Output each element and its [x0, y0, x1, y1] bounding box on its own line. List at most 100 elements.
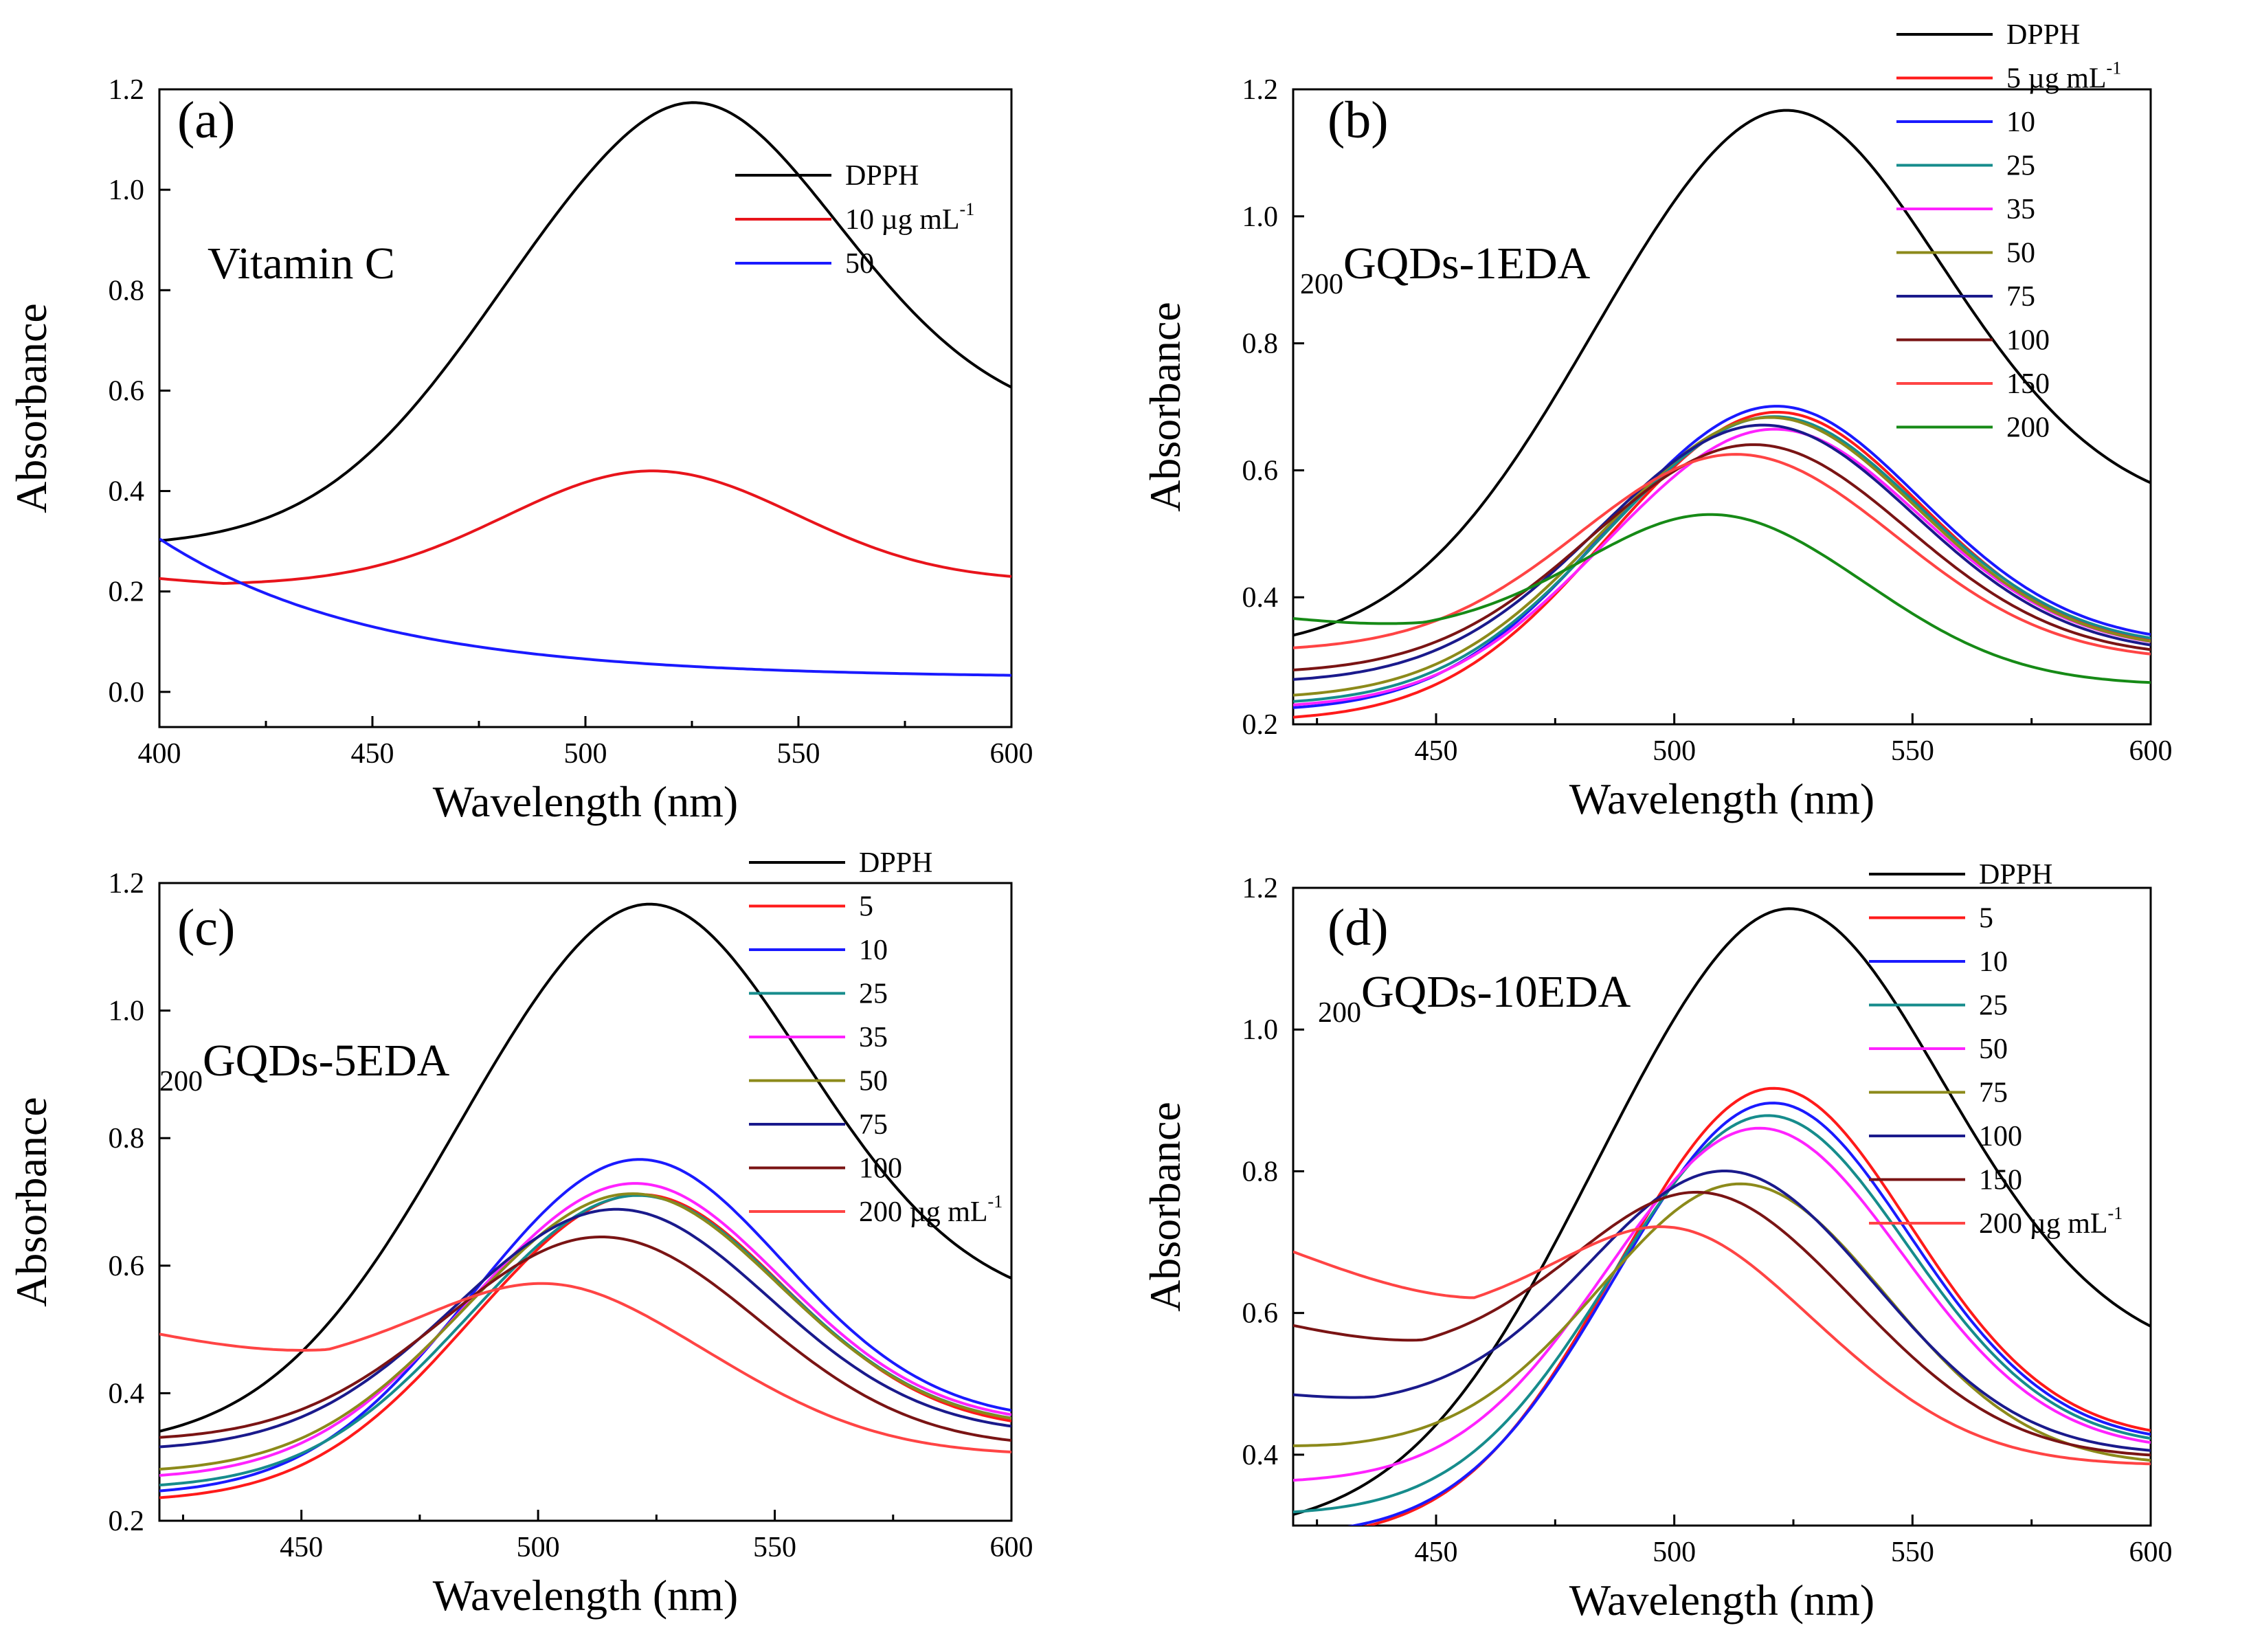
- x-tick-label: 500: [1653, 1537, 1696, 1568]
- y-tick-label: 0.4: [1242, 582, 1279, 614]
- panel-annotation: Vitamin C: [208, 238, 395, 289]
- series-line: [159, 1192, 1011, 1471]
- x-axis-title: Wavelength (nm): [1569, 774, 1874, 823]
- legend-entry: 200 µg mL-1: [1979, 1203, 2123, 1240]
- legend-entry: 50: [845, 248, 874, 280]
- legend-entry: 100: [2006, 325, 2050, 357]
- y-axis-title: Absorbance: [7, 303, 56, 513]
- x-tick-label: 450: [1415, 1537, 1458, 1568]
- x-tick-label: 500: [517, 1532, 560, 1563]
- x-tick-label: 450: [1415, 735, 1458, 767]
- series-line: [1293, 1190, 2151, 1457]
- y-tick-label: 1.2: [1242, 74, 1279, 106]
- legend-entry: 25: [1979, 990, 2008, 1022]
- legend-entry: 5: [859, 891, 873, 923]
- y-tick-label: 1.0: [1242, 201, 1279, 233]
- legend-unit-exponent: -1: [988, 1192, 1003, 1212]
- series-line: [159, 537, 1011, 677]
- series-line: [1293, 405, 2151, 709]
- legend-unit-exponent: -1: [2107, 58, 2122, 78]
- series-line: [159, 1282, 1011, 1453]
- legend-entry: 200: [2006, 412, 2050, 444]
- y-tick-label: 0.4: [109, 1378, 145, 1409]
- x-tick-label: 400: [138, 738, 181, 770]
- legend-unit: µg mL: [882, 204, 960, 236]
- panel-b: 450 500 550 600 0.2 0.4 0.6 0.8 1.0 1.2 Wavelength…: [1141, 19, 2173, 823]
- y-tick-label: 0.8: [109, 1123, 145, 1154]
- legend-entry: 10: [859, 935, 888, 966]
- x-tick-label: 550: [753, 1532, 796, 1563]
- series-line: [1293, 1225, 2151, 1466]
- series-line: [1293, 513, 2151, 684]
- annotation-subscript: 200: [1300, 269, 1343, 300]
- y-tick-label: 1.2: [109, 74, 145, 106]
- legend-entry: DPPH: [845, 160, 919, 192]
- legend-entry: 150: [2006, 368, 2050, 400]
- series-line: [1293, 1182, 2151, 1462]
- y-tick-label: 1.0: [1242, 1014, 1279, 1046]
- legend-unit: µg mL: [910, 1196, 988, 1228]
- series-line: [159, 101, 1011, 542]
- panel-a: 400 450 500 550 600 0.0 0.2 0.4 0.6 0.8 1.0 1.2 Wave…: [7, 74, 1033, 826]
- series-line: [159, 1193, 1011, 1499]
- annotation-main: GQDs-1EDA: [1343, 238, 1591, 289]
- legend-unit: µg mL: [2030, 1208, 2108, 1240]
- annotation-subscript: 200: [159, 1066, 203, 1097]
- x-tick-label: 550: [777, 738, 820, 770]
- y-tick-label: 0.6: [109, 375, 145, 407]
- series-line: [1293, 427, 2151, 706]
- y-tick-label: 0.8: [1242, 328, 1279, 360]
- legend-entry: 35: [2006, 194, 2035, 225]
- y-tick-label: 0.6: [1242, 1298, 1279, 1330]
- series-line: [1293, 907, 2151, 1516]
- legend-entry: 25: [2006, 150, 2035, 182]
- y-tick-label: 1.0: [109, 175, 145, 206]
- panel-tag: (a): [177, 91, 235, 149]
- x-tick-label: 500: [564, 738, 607, 770]
- x-axis-title: Wavelength (nm): [433, 1571, 738, 1620]
- series-line: [1293, 1114, 2151, 1514]
- y-tick-label: 0.4: [109, 476, 145, 508]
- y-tick-label: 0.8: [109, 275, 145, 306]
- series-line: [1293, 109, 2151, 637]
- legend-entry: 50: [859, 1066, 888, 1097]
- x-tick-label: 600: [990, 1532, 1033, 1563]
- panel-annotation: 200GQDs-10EDA: [1318, 967, 1631, 1029]
- series-line: [1293, 423, 2151, 681]
- legend-entry: 25: [859, 979, 888, 1010]
- series-line: [159, 1236, 1011, 1442]
- legend-entry: 50: [1979, 1034, 2008, 1065]
- plot-frame: [1292, 886, 2152, 1527]
- x-tick-label: 450: [351, 738, 394, 770]
- y-tick-label: 1.2: [109, 868, 145, 900]
- y-tick-label: 1.0: [109, 996, 145, 1027]
- series-line: [1293, 415, 2151, 703]
- plot-frame: [1292, 88, 2152, 726]
- series-line: [159, 902, 1011, 1433]
- x-axis-title: Wavelength (nm): [433, 777, 738, 826]
- y-tick-label: 1.2: [1242, 873, 1279, 904]
- y-axis-title: Absorbance: [1141, 1102, 1189, 1312]
- series-line: [159, 1182, 1011, 1477]
- legend-entry: DPPH: [1979, 859, 2052, 891]
- panel-tag: (c): [177, 899, 235, 957]
- x-tick-label: 600: [2129, 1537, 2173, 1568]
- y-tick-label: 0.2: [109, 577, 145, 608]
- series-line: [159, 1207, 1011, 1449]
- x-tick-label: 600: [990, 738, 1033, 770]
- series-line: [1347, 1102, 2151, 1526]
- legend-unit-exponent: -1: [2108, 1203, 2123, 1223]
- x-tick-label: 550: [1891, 735, 1934, 767]
- x-tick-label: 450: [280, 1532, 323, 1563]
- panel-tag: (d): [1328, 899, 1389, 957]
- legend-entry: 5 µg mL-1: [2006, 58, 2121, 95]
- y-tick-label: 0.8: [1242, 1156, 1279, 1187]
- series-line: [159, 469, 1011, 585]
- legend-entry: 10 µg mL-1: [845, 199, 974, 236]
- legend-entry: 100: [1979, 1121, 2022, 1152]
- legend-entry: 50: [2006, 238, 2035, 269]
- y-tick-label: 0.4: [1242, 1440, 1279, 1471]
- legend-entry: 75: [859, 1109, 888, 1141]
- legend-entry: 150: [1979, 1165, 2022, 1196]
